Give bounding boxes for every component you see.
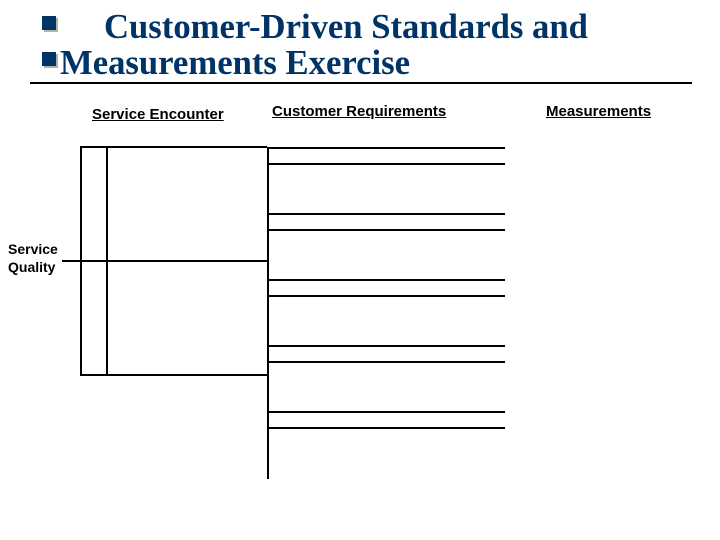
side-label-line1: Service (8, 241, 58, 257)
tree-req-vertical-2 (267, 279, 269, 347)
tree-req-vertical-3 (267, 345, 269, 413)
tree-req-line-2-a (267, 279, 505, 281)
tree-req-vertical-0 (267, 147, 269, 215)
tree-encounter-row-2 (80, 374, 267, 376)
tree-req-line-1-b (267, 229, 505, 231)
tree-encounter-row-1 (80, 260, 267, 262)
tree-req-line-4-a (267, 411, 505, 413)
title-underline (30, 82, 692, 84)
tree-req-line-4-b (267, 427, 505, 429)
tree-encounter-row-0 (80, 146, 267, 148)
tree-req-line-2-b (267, 295, 505, 297)
page-title-line2: Measurements Exercise (60, 44, 410, 83)
side-label-line2: Quality (8, 259, 55, 275)
tree-req-line-3-a (267, 345, 505, 347)
tree-req-line-0-b (267, 163, 505, 165)
tree-req-line-1-a (267, 213, 505, 215)
side-label-service-quality: Service Quality (8, 241, 58, 276)
column-header-measurements: Measurements (546, 103, 651, 120)
tree-req-vertical-1 (267, 213, 269, 281)
tree-req-line-0-a (267, 147, 505, 149)
tree-root-stub (62, 260, 80, 262)
page-title-line1: Customer-Driven Standards and (104, 8, 588, 47)
tree-req-line-3-b (267, 361, 505, 363)
column-header-customer-requirements: Customer Requirements (272, 103, 446, 120)
tree-req-vertical-4 (267, 411, 269, 479)
title-bullet-2 (42, 52, 60, 70)
column-header-service-encounter: Service Encounter (92, 106, 224, 123)
tree-encounter-box-1 (106, 260, 108, 376)
tree-encounter-box-0 (106, 146, 108, 262)
title-bullet-1 (42, 16, 60, 34)
